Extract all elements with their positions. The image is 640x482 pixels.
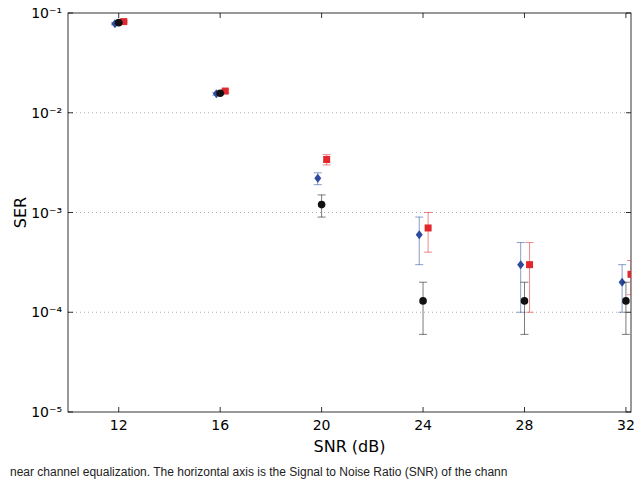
- error-cap: [424, 212, 432, 213]
- y-tick: [68, 212, 73, 213]
- y-tick-label: 10⁻⁴: [31, 304, 62, 320]
- error-cap: [526, 242, 534, 243]
- error-cap: [314, 184, 322, 185]
- error-cap: [520, 334, 528, 335]
- error-bar: [618, 265, 626, 313]
- x-tick: [118, 13, 119, 18]
- x-tick: [423, 407, 424, 412]
- point: [419, 297, 427, 305]
- error-cap: [526, 312, 534, 313]
- error-cap: [618, 264, 626, 265]
- error-cap: [517, 312, 525, 313]
- marks: [111, 18, 631, 334]
- error-cap: [318, 217, 326, 218]
- point: [115, 19, 123, 27]
- grid-line: [68, 112, 631, 113]
- point: [314, 174, 321, 183]
- error-stem: [419, 217, 420, 265]
- error-bar: [627, 261, 631, 295]
- error-bar: [622, 282, 630, 334]
- error-cap: [424, 252, 432, 253]
- error-cap: [323, 154, 331, 155]
- error-stem: [622, 265, 623, 313]
- point: [323, 156, 330, 163]
- error-cap: [415, 217, 423, 218]
- x-tick-label: 12: [110, 417, 128, 433]
- x-tick: [423, 13, 424, 18]
- x-tick: [220, 407, 221, 412]
- point: [628, 271, 632, 278]
- x-tick: [220, 13, 221, 18]
- x-tick: [625, 13, 626, 18]
- plot-frame: [68, 13, 631, 412]
- x-tick-label: 24: [414, 417, 432, 433]
- x-tick-label: 16: [211, 417, 229, 433]
- error-cap: [618, 312, 626, 313]
- point: [216, 89, 224, 97]
- x-tick-label: 32: [617, 417, 635, 433]
- x-tick: [524, 13, 525, 18]
- point: [416, 230, 423, 239]
- y-tick-label: 10⁻³: [31, 205, 62, 221]
- y-tick: [68, 312, 73, 313]
- y-tick-label: 10⁻⁵: [31, 404, 62, 420]
- error-bar: [424, 213, 432, 253]
- x-tick: [118, 407, 119, 412]
- error-cap: [419, 334, 427, 335]
- x-tick: [321, 13, 322, 18]
- point: [521, 297, 529, 305]
- y-tick: [68, 112, 73, 113]
- x-tick-label: 28: [516, 417, 534, 433]
- y-tick-label: 10⁻¹: [31, 5, 62, 21]
- error-bar: [314, 173, 322, 185]
- error-bar: [318, 195, 326, 217]
- error-stem: [625, 282, 626, 334]
- error-cap: [622, 282, 630, 283]
- point: [425, 224, 432, 231]
- grid-line: [68, 212, 631, 213]
- error-cap: [314, 172, 322, 173]
- error-cap: [419, 282, 427, 283]
- error-cap: [318, 194, 326, 195]
- y-axis-label: SER: [11, 197, 30, 228]
- error-cap: [517, 242, 525, 243]
- x-tick: [524, 407, 525, 412]
- x-tick: [625, 407, 626, 412]
- error-cap: [627, 294, 631, 295]
- caption: near channel equalization. The horizonta…: [10, 465, 507, 479]
- error-cap: [415, 264, 423, 265]
- error-cap: [622, 334, 630, 335]
- background: [0, 0, 640, 482]
- y-tick: [626, 112, 631, 113]
- y-tick-label: 10⁻²: [31, 105, 62, 121]
- error-stem: [529, 243, 530, 313]
- point: [622, 297, 630, 305]
- error-cap: [520, 282, 528, 283]
- x-axis-label: SNR (dB): [314, 437, 386, 456]
- error-bar: [415, 217, 423, 265]
- x-tick-label: 20: [313, 417, 331, 433]
- error-cap: [323, 164, 331, 165]
- error-bar: [323, 155, 331, 165]
- y-tick: [626, 312, 631, 313]
- error-bar: [419, 282, 427, 334]
- y-tick: [626, 212, 631, 213]
- error-stem: [524, 282, 525, 334]
- point: [318, 201, 326, 209]
- grid-line: [68, 312, 631, 313]
- x-tick: [321, 407, 322, 412]
- error-cap: [627, 260, 631, 261]
- error-bar: [520, 282, 528, 334]
- error-stem: [428, 213, 429, 253]
- point: [517, 260, 524, 269]
- point: [526, 261, 533, 268]
- error-stem: [423, 282, 424, 334]
